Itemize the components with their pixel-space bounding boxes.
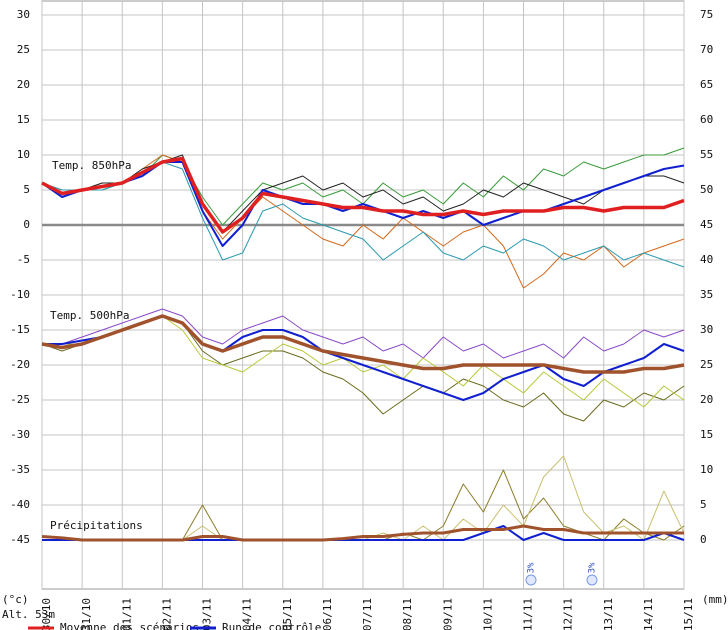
x-tick-label: 08/11 bbox=[401, 598, 414, 630]
y2-tick-label: 55 bbox=[700, 148, 713, 161]
y-tick-label: -5 bbox=[17, 253, 30, 266]
snow-label: 3% bbox=[527, 562, 537, 573]
series-line bbox=[41, 156, 685, 234]
y-tick-label: 15 bbox=[17, 113, 30, 126]
y2-tick-label: 65 bbox=[700, 78, 713, 91]
y2-tick-label: 20 bbox=[700, 393, 713, 406]
x-tick-label: 10/11 bbox=[481, 598, 494, 630]
legend-label: Moyenne des scénarios bbox=[60, 621, 199, 630]
x-tick-label: 04/11 bbox=[241, 598, 254, 630]
y-tick-label: 0 bbox=[23, 218, 30, 231]
y-tick-label: 20 bbox=[17, 78, 30, 91]
series-line bbox=[42, 308, 685, 359]
panel-label: Temp. 500hPa bbox=[50, 309, 129, 322]
y2-tick-label: 10 bbox=[700, 463, 713, 476]
x-tick-label: 14/11 bbox=[642, 598, 655, 630]
y-tick-label: -20 bbox=[10, 358, 30, 371]
y2-tick-label: 0 bbox=[700, 533, 707, 546]
y-tick-label: -25 bbox=[10, 393, 30, 406]
panel-label: Temp. 850hPa bbox=[52, 159, 131, 172]
snow-icon: 3% bbox=[586, 562, 598, 586]
y2-tick-label: 40 bbox=[700, 253, 713, 266]
y-tick-label: -10 bbox=[10, 288, 30, 301]
panel-label: Précipitations bbox=[50, 519, 143, 532]
y2-tick-label: 35 bbox=[700, 288, 713, 301]
series-line bbox=[41, 161, 685, 247]
y-tick-label: 10 bbox=[17, 148, 30, 161]
altitude: Alt. 53m bbox=[2, 608, 55, 621]
legend-label: Run de contrôle bbox=[222, 621, 321, 630]
snow-label: 3% bbox=[588, 562, 598, 573]
x-tick-label: 01/11 bbox=[120, 598, 133, 630]
y-tick-label: -35 bbox=[10, 463, 30, 476]
x-tick-label: 15/11 bbox=[682, 598, 695, 630]
snowflake bbox=[586, 574, 598, 586]
x-tick-label: 11/11 bbox=[522, 598, 535, 630]
y2-axis-label: (mm) bbox=[702, 593, 728, 606]
series-line bbox=[41, 154, 685, 289]
y2-tick-label: 25 bbox=[700, 358, 713, 371]
y2-tick-label: 60 bbox=[700, 113, 713, 126]
y2-tick-label: 30 bbox=[700, 323, 713, 336]
y-tick-label: 30 bbox=[17, 8, 30, 21]
x-tick-label: 13/11 bbox=[602, 598, 615, 630]
series-line bbox=[41, 314, 685, 374]
y-tick-label: -40 bbox=[10, 498, 30, 511]
x-tick-label: 09/11 bbox=[441, 598, 454, 630]
x-tick-label: 12/11 bbox=[562, 598, 575, 630]
series-line bbox=[41, 524, 684, 542]
snowflake bbox=[525, 574, 537, 586]
y-tick-label: 25 bbox=[17, 43, 30, 56]
x-tick-label: 07/11 bbox=[361, 598, 374, 630]
y2-tick-label: 15 bbox=[700, 428, 713, 441]
x-tick-label: 03/11 bbox=[201, 598, 214, 630]
x-tick-label: 02/11 bbox=[160, 598, 173, 630]
y-tick-label: -15 bbox=[10, 323, 30, 336]
y2-tick-label: 45 bbox=[700, 218, 713, 231]
x-tick-label: 31/10 bbox=[80, 598, 93, 630]
y-tick-label: -30 bbox=[10, 428, 30, 441]
x-tick-label: 30/10 bbox=[40, 598, 53, 630]
y2-tick-label: 75 bbox=[700, 8, 713, 21]
series-line bbox=[41, 154, 685, 233]
y2-tick-label: 5 bbox=[700, 498, 707, 511]
y-tick-label: -45 bbox=[10, 533, 30, 546]
x-tick-label: 06/11 bbox=[321, 598, 334, 630]
y-tick-label: 5 bbox=[23, 183, 30, 196]
snow-icon: 3% bbox=[525, 562, 537, 586]
x-tick-label: 05/11 bbox=[281, 598, 294, 630]
y2-tick-label: 70 bbox=[700, 43, 713, 56]
y-axis-label: (°c) bbox=[2, 593, 29, 606]
y2-tick-label: 50 bbox=[700, 183, 713, 196]
